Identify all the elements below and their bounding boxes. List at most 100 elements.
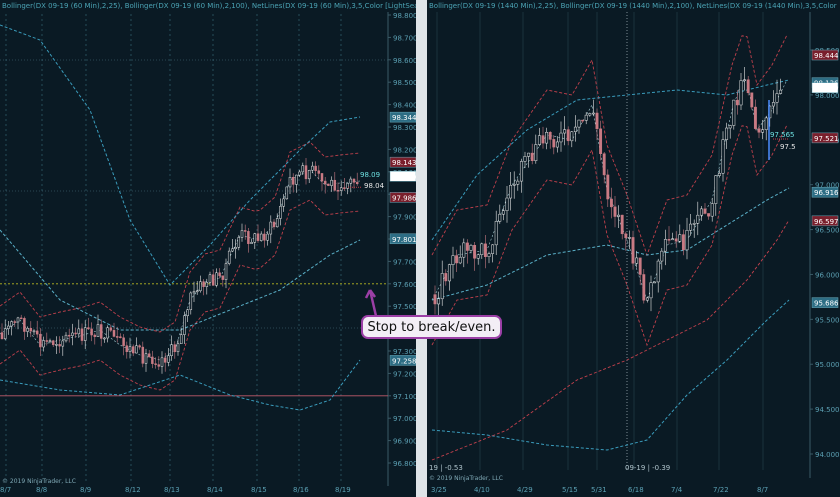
left-candle-body — [343, 187, 346, 189]
left-candle-body — [285, 186, 289, 200]
left-candle-body — [96, 324, 100, 337]
left-candle-body — [346, 183, 349, 189]
left-bollinger-upper-25 — [0, 141, 361, 333]
left-candle-body — [327, 183, 330, 186]
left-price-label-bg — [389, 233, 416, 245]
left-candle-body — [298, 171, 301, 176]
right-candle-body — [645, 297, 649, 301]
left-candle-body — [253, 233, 257, 243]
right-candle-body — [635, 257, 639, 264]
right-candle-body — [699, 208, 703, 216]
right-candle-body — [609, 198, 613, 208]
right-y-tick-label: 94.000 — [815, 451, 840, 459]
left-candle-body — [227, 250, 231, 264]
right-candle-body — [728, 125, 732, 129]
left-candle-body — [115, 336, 119, 338]
right-price-label-bg — [811, 215, 839, 227]
right-chart-svg: 3/254/104/295/155/316/187/47/228/798.500… — [429, 12, 840, 494]
right-candle-body — [530, 152, 534, 162]
left-price-label-text: 97.258 — [392, 357, 416, 365]
left-candle-body — [304, 165, 308, 180]
left-y-tick-label: 98.300 — [393, 124, 416, 132]
left-candle-body — [131, 346, 135, 354]
left-price-label-text: 98.143 — [392, 159, 416, 167]
right-chart-panel[interactable]: Bollinger(DX 09-19 (1440 Min),2,25), Bol… — [427, 0, 840, 497]
right-candle-body — [674, 238, 678, 242]
right-candle-body — [725, 127, 729, 140]
panel-divider[interactable] — [416, 0, 427, 497]
right-candle-body — [570, 131, 574, 142]
right-candle-body — [721, 139, 725, 174]
right-candle-body — [541, 135, 545, 144]
right-candle-body — [512, 183, 516, 186]
left-candle-body — [195, 290, 199, 293]
left-candle-body — [0, 332, 4, 340]
left-candle-body — [32, 330, 36, 333]
right-candle-body — [606, 174, 610, 200]
left-candle-body — [71, 332, 74, 336]
right-candle-body — [671, 238, 675, 241]
right-chart-header: Bollinger(DX 09-19 (1440 Min),2,25), Bol… — [429, 2, 837, 10]
right-candle-body — [483, 243, 487, 257]
right-bottom-label-2: 09-19 | -0.39 — [625, 464, 670, 472]
left-candle-body — [45, 340, 49, 342]
left-candle-body — [138, 345, 141, 348]
right-candle-body — [433, 294, 437, 305]
left-candle-body — [243, 230, 247, 232]
left-candle-body — [317, 170, 321, 174]
right-candle-body — [707, 213, 711, 217]
left-candle-body — [291, 176, 295, 185]
right-candle-body — [660, 250, 664, 262]
left-candle-body — [141, 346, 145, 364]
left-candle-body — [323, 180, 327, 185]
right-candle-body — [519, 161, 523, 182]
left-candle-body — [3, 328, 7, 340]
left-candle-body — [215, 272, 218, 286]
left-candle-body — [119, 336, 122, 339]
right-candle-body — [685, 230, 689, 251]
left-candle-body — [83, 327, 87, 341]
right-bollinger-mid-100 — [431, 187, 790, 301]
left-candle-body — [144, 353, 148, 364]
left-candle-body — [58, 344, 61, 347]
right-candle-body — [552, 139, 556, 148]
left-candle-body — [211, 274, 215, 286]
right-candle-body — [491, 244, 495, 254]
right-candle-body — [649, 282, 653, 299]
left-candle-body — [192, 291, 196, 294]
right-y-tick-label: 94.500 — [815, 406, 840, 414]
left-y-tick-label: 98.400 — [393, 102, 416, 110]
right-candle-body — [696, 214, 700, 224]
left-candle-body — [151, 356, 154, 364]
left-candle-body — [320, 173, 324, 182]
right-candle-body — [498, 213, 502, 222]
left-candle-body — [352, 178, 356, 183]
right-candle-body — [653, 281, 657, 284]
right-candle-body — [559, 132, 563, 143]
left-candle-body — [179, 334, 183, 344]
left-candle-body — [237, 237, 241, 248]
right-candle-body — [602, 153, 606, 176]
right-candle-body — [717, 172, 721, 176]
left-candle-body — [202, 281, 205, 287]
left-candle-body — [109, 327, 113, 331]
left-candle-body — [163, 357, 167, 363]
right-candle-body — [588, 113, 592, 116]
left-y-tick-label: 98.600 — [393, 57, 416, 65]
left-price-label-text: 98.344 — [392, 114, 416, 122]
right-candle-body — [469, 244, 473, 251]
left-price-label-bg — [389, 111, 416, 123]
right-bollinger-upper-100 — [431, 79, 790, 241]
right-candle-body — [458, 256, 462, 264]
left-candle-body — [106, 327, 109, 339]
left-y-tick-label: 98.700 — [393, 34, 416, 42]
left-price-label-bg — [389, 355, 416, 366]
left-candle-body — [29, 327, 33, 332]
left-candle-body — [7, 325, 10, 329]
right-candle-body — [761, 129, 765, 133]
left-candle-body — [330, 179, 333, 186]
left-price-label-bg — [389, 171, 416, 182]
left-chart-panel[interactable]: Bollinger(DX 09-19 (60 Min),2,25), Bolli… — [0, 0, 416, 497]
right-x-tick-label: 7/22 — [713, 486, 729, 494]
left-annotation-label: 98.09 — [360, 171, 380, 179]
